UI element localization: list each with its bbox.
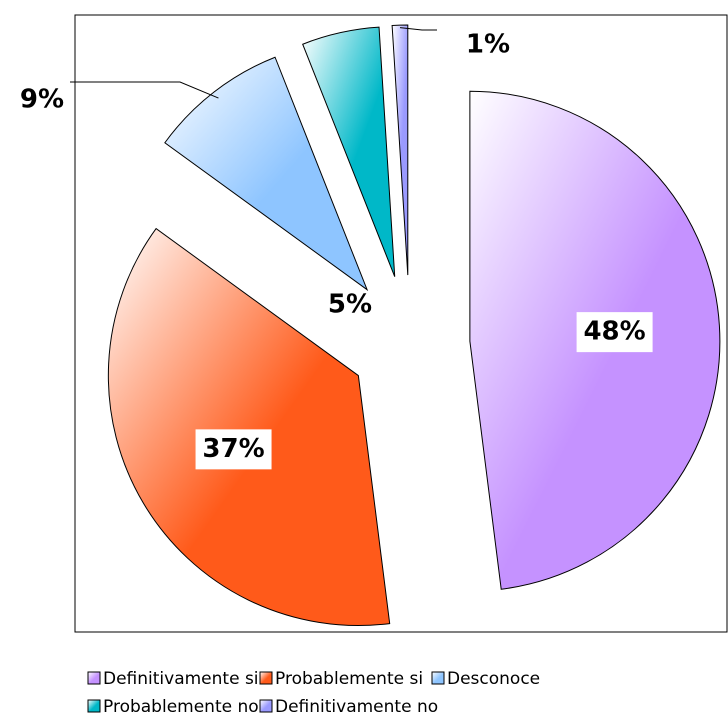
label-box bbox=[576, 312, 653, 353]
legend-label: Definitivamente si bbox=[103, 669, 259, 689]
leader-line bbox=[399, 27, 437, 31]
data-label: 9% bbox=[20, 85, 64, 115]
data-label: 1% bbox=[466, 30, 510, 60]
data-label: 5% bbox=[328, 290, 372, 320]
legend-label: Probablemente si bbox=[275, 669, 423, 689]
legend-swatch bbox=[259, 699, 273, 713]
leader-line bbox=[70, 81, 219, 99]
legend-label: Desconoce bbox=[447, 669, 540, 689]
legend-swatch bbox=[87, 671, 101, 685]
data-label: 37% bbox=[202, 434, 264, 464]
pie-slice bbox=[302, 26, 396, 277]
legend-label: Probablemente no bbox=[103, 697, 259, 717]
legend-swatch bbox=[431, 671, 445, 685]
pie-slice bbox=[107, 227, 391, 626]
pie-slice bbox=[391, 24, 409, 276]
plot-area bbox=[74, 14, 728, 633]
legend-label: Definitivamente no bbox=[275, 697, 438, 717]
pie-slice bbox=[164, 56, 369, 292]
label-box bbox=[195, 429, 272, 470]
data-label: 48% bbox=[583, 317, 645, 347]
legend-swatch bbox=[259, 671, 273, 685]
legend-swatch bbox=[87, 699, 101, 713]
